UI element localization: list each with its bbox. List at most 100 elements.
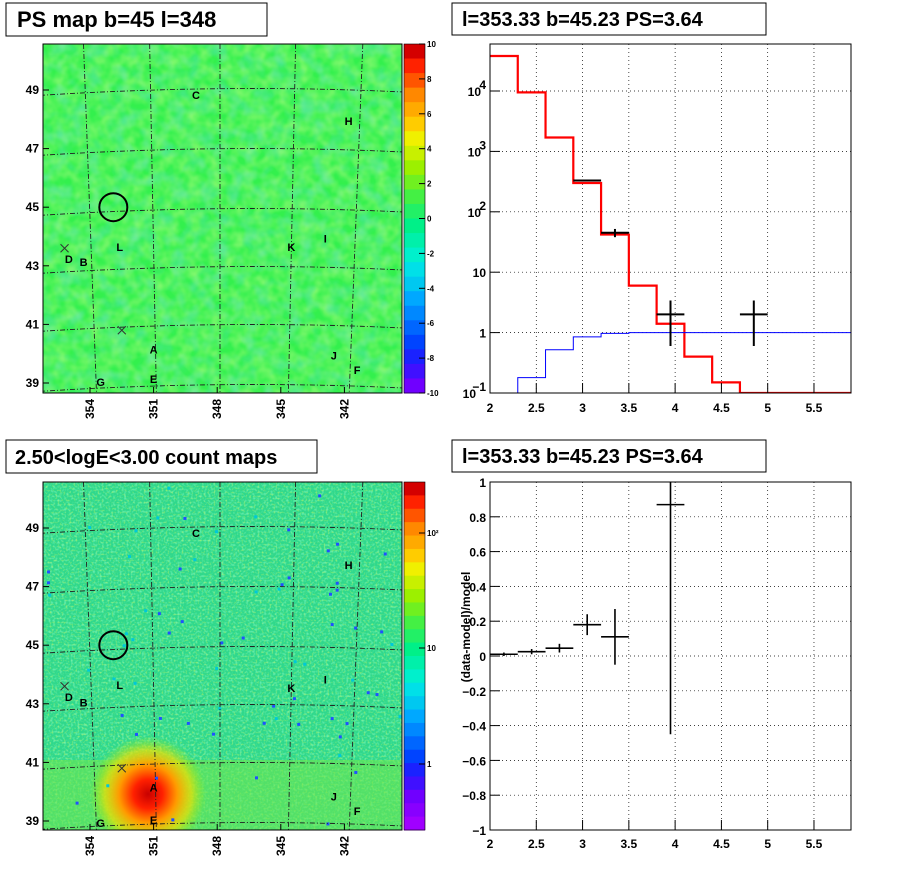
source-label-l: L — [116, 242, 123, 254]
bright-count-pixel — [330, 623, 334, 627]
bright-count-pixel — [135, 732, 139, 736]
colorbar-cell — [404, 495, 425, 510]
bright-count-pixel — [131, 638, 135, 642]
source-label-g: G — [96, 377, 105, 389]
x-tick-label: 3 — [579, 837, 586, 851]
colorbar-cell — [404, 247, 425, 263]
bright-count-pixel — [335, 581, 339, 585]
source-label-f: F — [354, 806, 361, 818]
grid-longitude-line — [287, 44, 297, 393]
residual-title-box: l=353.33 b=45.23 PS=3.64 — [451, 439, 767, 473]
grid-latitude-line — [43, 646, 402, 654]
colorbar-cell — [404, 816, 425, 831]
model-total-histogram — [490, 54, 851, 393]
source-label-b: B — [80, 257, 88, 269]
bright-count-pixel — [254, 590, 258, 594]
bright-count-pixel — [215, 667, 219, 671]
spectrum-frame — [489, 43, 852, 394]
colorbar-tick-label: -2 — [427, 249, 435, 258]
colorbar-cell — [404, 291, 425, 307]
y-tick-label: 39 — [26, 376, 40, 390]
bright-count-pixel — [178, 567, 182, 571]
y-tick-label: −0.2 — [462, 685, 486, 699]
colorbar-cell — [404, 482, 425, 496]
y-tick-label: 49 — [26, 521, 40, 535]
bright-count-pixel — [241, 636, 245, 640]
source-label-c: C — [192, 90, 200, 102]
colorbar-cell — [404, 615, 425, 630]
y-tick-label: 1 — [479, 476, 486, 490]
bright-count-pixel — [318, 494, 322, 498]
bright-count-pixel — [380, 630, 384, 634]
grid-latitude-line — [43, 324, 402, 332]
y-tick-label: −0.6 — [462, 754, 486, 768]
ps-map-y-axis: 49 47 45 43 41 39 — [26, 83, 49, 390]
colorbar-cell — [404, 305, 425, 321]
bright-count-pixel — [167, 631, 171, 635]
bright-count-pixel — [398, 715, 402, 719]
x-tick-label: 5.5 — [806, 837, 823, 851]
grid-longitude-line — [149, 44, 157, 393]
colorbar-frame — [403, 481, 426, 831]
source-label-l: L — [116, 680, 123, 692]
y-tick-label: 41 — [26, 755, 40, 769]
residual-y-axis-label: (data-model)/model — [459, 572, 473, 683]
candidate-position-circle — [98, 192, 129, 223]
bright-count-pixel — [335, 542, 339, 546]
source-cross-marker — [60, 681, 69, 691]
count-map-title-box: 2.50<logE<3.00 count maps — [5, 439, 318, 474]
y-tick-label: 39 — [26, 814, 40, 828]
colorbar-cell — [404, 44, 425, 60]
bright-count-pixel — [171, 818, 175, 822]
source-label-d: D — [65, 254, 73, 266]
colorbar-cell — [404, 189, 425, 205]
x-tick-label: 3.5 — [621, 401, 638, 415]
bright-count-pixel — [48, 593, 52, 597]
bright-count-pixel — [287, 528, 291, 532]
source-label-d: D — [65, 692, 73, 704]
x-tick-label: 4.5 — [713, 837, 730, 851]
y-tick-label: 10 — [468, 85, 482, 99]
grid-longitude-line — [83, 44, 97, 393]
y-tick-label: 1 — [479, 327, 486, 341]
bright-count-pixel — [167, 486, 171, 490]
source-label-j: J — [331, 351, 337, 363]
colorbar-cell — [404, 682, 425, 697]
colorbar-cell — [404, 174, 425, 190]
colorbar-cell — [404, 642, 425, 657]
colorbar-cell — [404, 736, 425, 751]
count-map-colorbar: 10² 10 1 — [403, 481, 439, 831]
colorbar-tick-label: 6 — [427, 110, 432, 119]
source-a-hotspot — [90, 736, 206, 830]
y-tick-label: 10 — [463, 387, 477, 401]
bright-count-pixel — [272, 704, 276, 708]
bright-count-pixel — [47, 570, 51, 574]
bright-count-pixel — [338, 735, 342, 739]
y-tick-exponent: −1 — [472, 380, 486, 394]
grid-latitude-line — [43, 762, 402, 770]
x-tick-label: 2.5 — [528, 837, 545, 851]
bright-count-pixel — [122, 644, 126, 648]
colorbar-cell — [404, 669, 425, 684]
grid-latitude-line — [43, 384, 402, 392]
bright-count-pixel — [345, 722, 349, 726]
source-label-h: H — [345, 116, 353, 128]
colorbar-cell — [404, 262, 425, 278]
count-map-panel: C H L K I D B A J F E G 49 47 45 43 41 39 354 351 348 345 34… — [5, 439, 439, 856]
y-tick-label: 45 — [26, 638, 40, 652]
y-tick-label: 0.6 — [469, 546, 486, 560]
source-label-a: A — [150, 345, 158, 357]
colorbar-cell — [404, 320, 425, 336]
colorbar-cell — [404, 562, 425, 577]
y-tick-label: 41 — [26, 317, 40, 331]
y-tick-label: 0.2 — [469, 615, 486, 629]
colorbar-cell — [404, 763, 425, 777]
colorbar-tick-label: -10 — [427, 389, 439, 398]
y-tick-label: 47 — [26, 580, 40, 594]
source-label-h: H — [345, 560, 353, 572]
x-tick-label: 2 — [487, 837, 494, 851]
bright-count-pixel — [303, 662, 307, 666]
colorbar-cell — [404, 203, 425, 219]
bright-count-pixel — [375, 693, 379, 697]
bright-count-pixel — [330, 717, 334, 721]
